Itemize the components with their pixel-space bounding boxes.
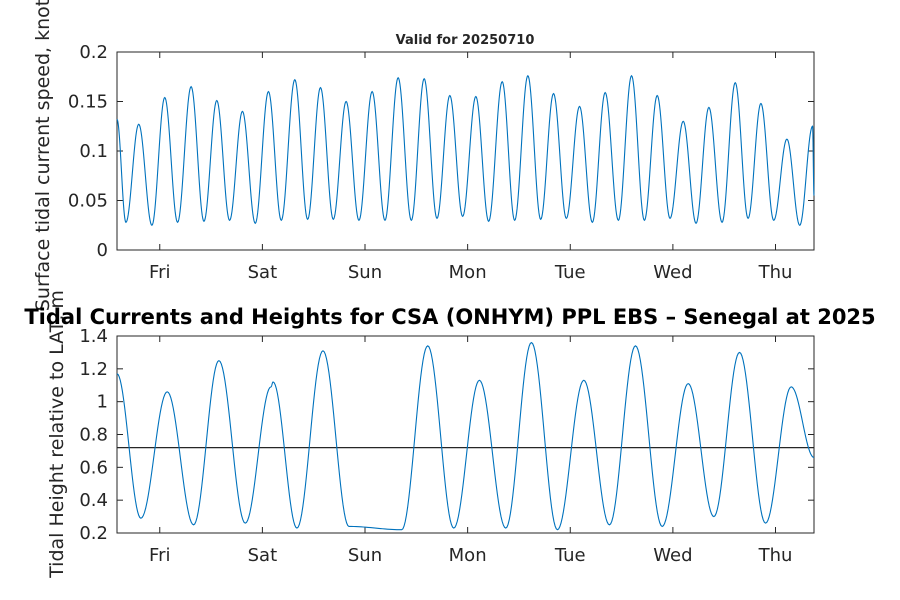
tidal-height-y-tick-label: 0.2 (79, 523, 108, 544)
current-speed-y-tick-label: 0.05 (68, 191, 108, 212)
tidal-height-y-ticks: 0.2 0.4 0.6 0.8 1 1.2 1.4 (79, 326, 814, 544)
tidal-height-x-tick-label: Tue (554, 545, 586, 566)
current-speed-y-tick-label: 0.15 (68, 92, 108, 113)
figure-suptitle: Tidal Currents and Heights for CSA (ONHY… (24, 305, 875, 329)
current-speed-y-tick-label: 0.2 (79, 42, 108, 63)
current-speed-x-tick-label: Thu (758, 262, 793, 283)
tidal-height-y-tick-label: 1.2 (79, 359, 108, 380)
tidal-height-x-tick-label: Thu (758, 545, 793, 566)
current-speed-y-tick-label: 0 (97, 240, 108, 261)
tidal-height-x-tick-label: Wed (653, 545, 692, 566)
current-speed-y-ticks: 0 0.05 0.1 0.15 0.2 (68, 42, 814, 261)
current-speed-x-ticks: Fri Sat Sun Mon Tue Wed Thu (149, 52, 792, 283)
current-speed-x-tick-label: Sat (248, 262, 278, 283)
tidal-height-y-tick-label: 0.8 (79, 425, 108, 446)
tidal-height-y-tick-label: 0.4 (79, 490, 108, 511)
current-speed-series-line (116, 74, 815, 227)
current-speed-plot-area (116, 51, 815, 251)
tidal-height-x-tick-label: Mon (449, 545, 487, 566)
tidal-height-y-tick-label: 1 (97, 392, 108, 413)
tidal-height-x-tick-label: Sat (248, 545, 278, 566)
current-speed-y-tick-label: 0.1 (79, 141, 108, 162)
current-speed-x-tick-label: Fri (149, 262, 170, 283)
tidal-height-x-tick-label: Fri (149, 545, 170, 566)
tidal-height-y-tick-label: 1.4 (79, 326, 108, 347)
tidal-height-x-tick-label: Sun (348, 545, 382, 566)
tidal-height-y-axis-label: Tidal Height relative to LAT, m (46, 290, 68, 579)
tidal-height-axes: 0.2 0.4 0.6 0.8 1 1.2 1.4 Fri Sat Sun Mon Tue Wed Th… (46, 290, 815, 579)
tidal-height-x-ticks: Fri Sat Sun Mon Tue Wed Thu (149, 336, 792, 566)
current-speed-axes: 0 0.05 0.1 0.15 0.2 Fri Sat Sun Mon Tue Wed Thu Va… (32, 0, 815, 311)
tidal-height-y-tick-label: 0.6 (79, 457, 108, 478)
tidal-height-series-line (116, 341, 815, 531)
current-speed-x-tick-label: Sun (348, 262, 382, 283)
current-speed-x-tick-label: Tue (554, 262, 586, 283)
current-speed-y-axis-label: Surface tidal current speed, knots (32, 0, 54, 311)
current-speed-title: Valid for 20250710 (396, 33, 535, 48)
current-speed-x-tick-label: Wed (653, 262, 692, 283)
current-speed-x-tick-label: Mon (449, 262, 487, 283)
